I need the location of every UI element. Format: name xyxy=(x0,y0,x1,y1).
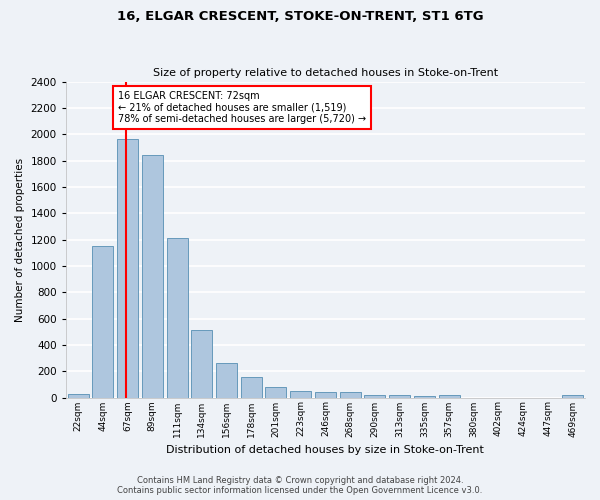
Bar xyxy=(92,246,113,398)
Bar xyxy=(216,362,237,398)
Bar xyxy=(290,391,311,398)
Bar xyxy=(364,395,385,398)
Bar xyxy=(340,392,361,398)
Text: Contains HM Land Registry data © Crown copyright and database right 2024.
Contai: Contains HM Land Registry data © Crown c… xyxy=(118,476,482,495)
Y-axis label: Number of detached properties: Number of detached properties xyxy=(15,158,25,322)
Bar xyxy=(241,377,262,398)
Bar xyxy=(68,394,89,398)
Bar xyxy=(315,392,336,398)
Text: 16, ELGAR CRESCENT, STOKE-ON-TRENT, ST1 6TG: 16, ELGAR CRESCENT, STOKE-ON-TRENT, ST1 … xyxy=(116,10,484,23)
Text: 16 ELGAR CRESCENT: 72sqm
← 21% of detached houses are smaller (1,519)
78% of sem: 16 ELGAR CRESCENT: 72sqm ← 21% of detach… xyxy=(118,91,366,124)
Bar xyxy=(265,387,286,398)
Bar xyxy=(562,395,583,398)
Bar xyxy=(167,238,188,398)
Title: Size of property relative to detached houses in Stoke-on-Trent: Size of property relative to detached ho… xyxy=(153,68,498,78)
X-axis label: Distribution of detached houses by size in Stoke-on-Trent: Distribution of detached houses by size … xyxy=(166,445,484,455)
Bar xyxy=(414,396,435,398)
Bar xyxy=(191,330,212,398)
Bar xyxy=(389,395,410,398)
Bar xyxy=(142,156,163,398)
Bar xyxy=(439,395,460,398)
Bar xyxy=(117,140,138,398)
